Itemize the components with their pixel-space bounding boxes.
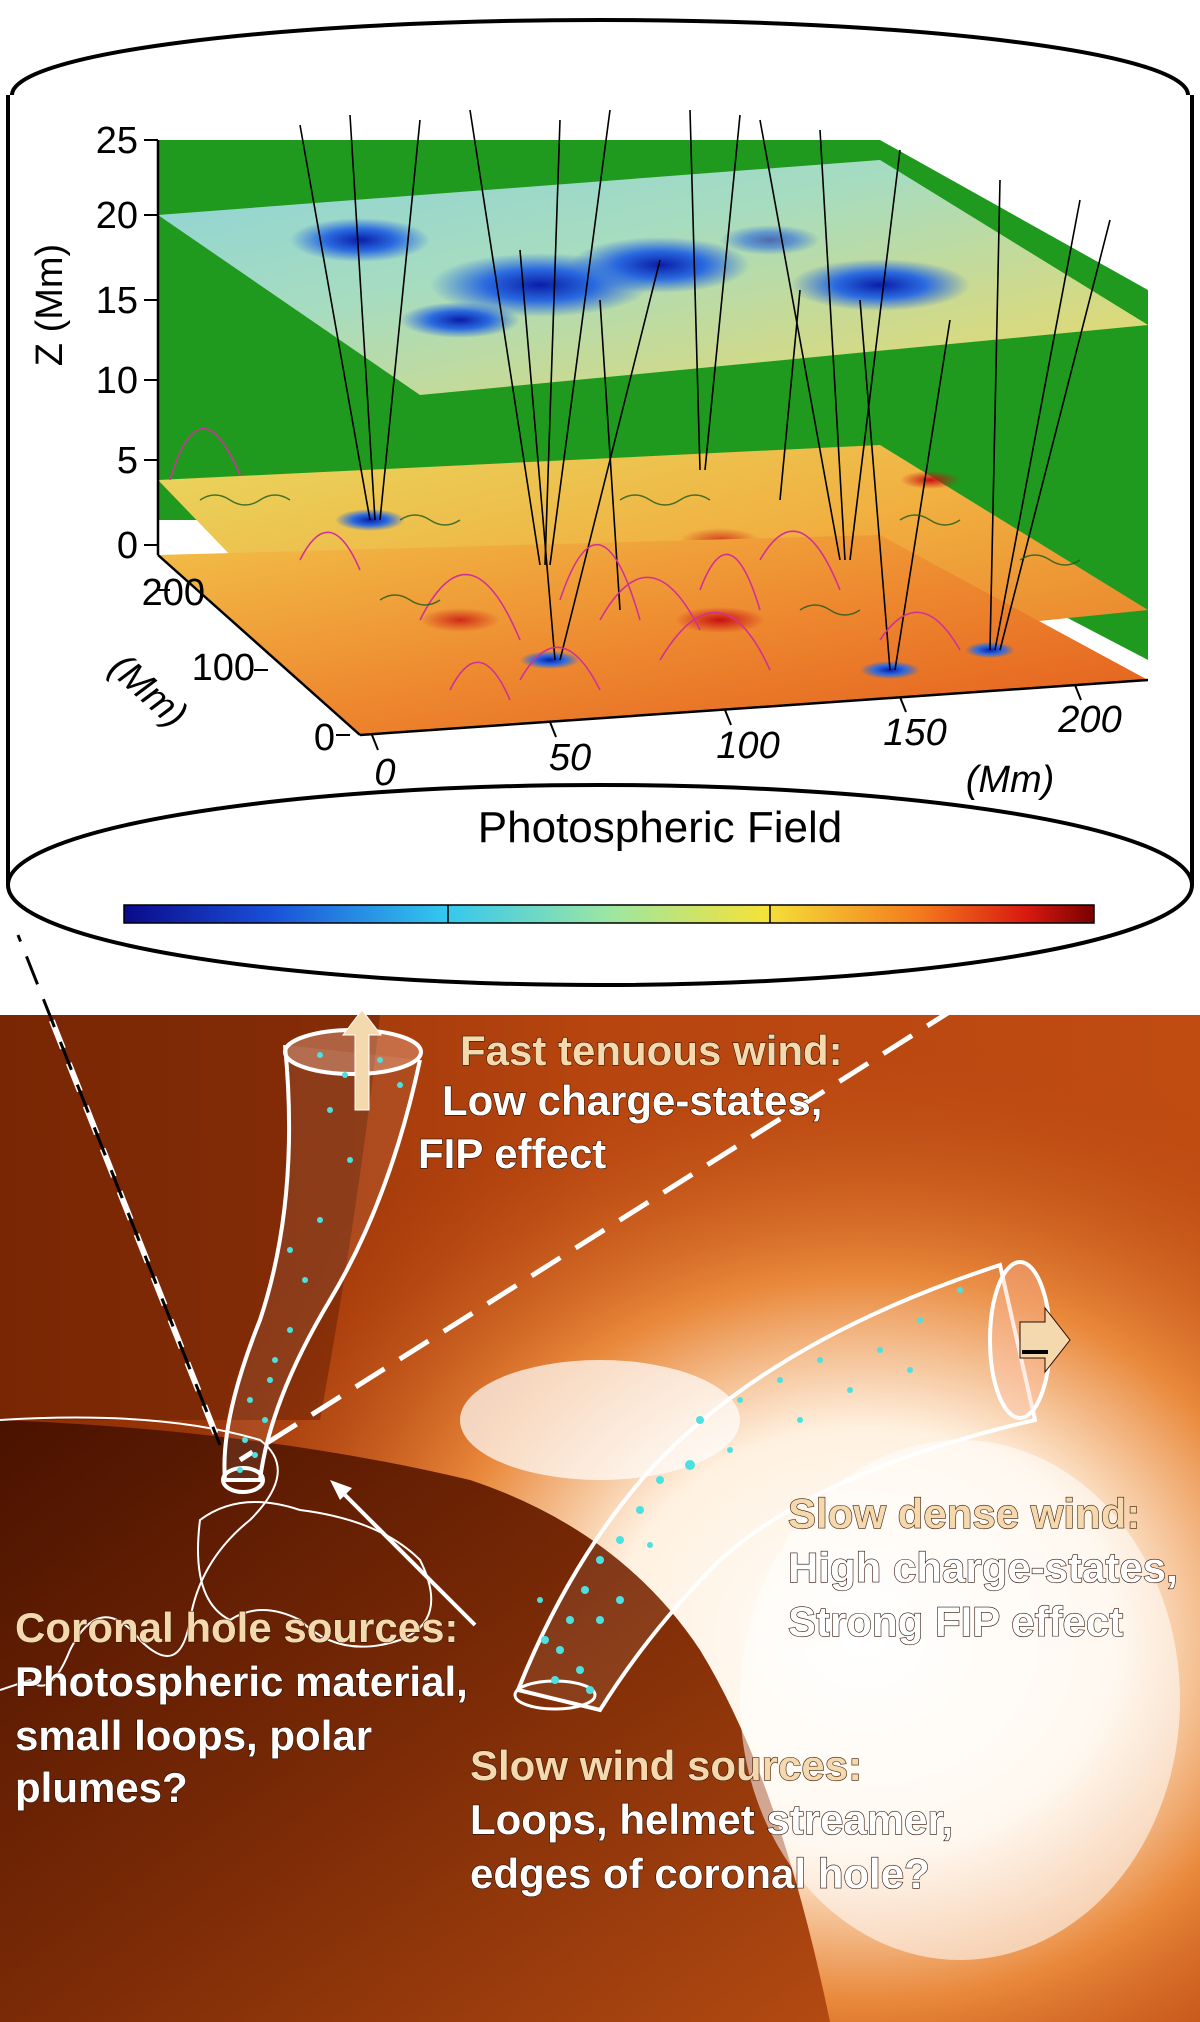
corona-image <box>0 1015 1200 2022</box>
fast-wind-flux-tube <box>221 1009 423 1494</box>
slow-wind-flux-tube <box>513 1260 1071 1713</box>
slow-wind-sources-label: Slow wind sources: Loops, helmet streame… <box>469 1741 953 1897</box>
fast-wind-label: Fast tenuous wind: Low charge-states, FI… <box>417 1026 843 1177</box>
z-tick-15: 15 <box>96 280 138 322</box>
slow-dense-line2: Strong FIP effect <box>788 1598 1123 1645</box>
coronal-hole-header: Coronal hole sources: <box>15 1604 458 1651</box>
coronal-hole-line1: Photospheric material, <box>15 1658 468 1705</box>
slow-sources-header: Slow wind sources: <box>470 1742 862 1789</box>
slow-dense-wind-label: Slow dense wind: High charge-states, Str… <box>787 1489 1178 1645</box>
coronal-hole-label: Coronal hole sources: Photospheric mater… <box>14 1603 468 1811</box>
zoom-connector-lines <box>15 933 1002 1463</box>
z-tick-25: 25 <box>96 120 138 162</box>
coronal-hole-line2: small loops, polar <box>15 1712 372 1759</box>
coronal-source-arrow <box>330 1480 477 1627</box>
z-tick-5: 5 <box>117 440 138 482</box>
fast-wind-line1: Low charge-states, <box>442 1077 822 1124</box>
upper-slice-plane <box>158 160 1148 395</box>
x-axis: 0 50 100 150 200 (Mm) <box>359 678 1149 801</box>
x-tick-200: 200 <box>1057 699 1121 741</box>
x-tick-100: 100 <box>716 725 779 767</box>
contour-lines <box>199 494 1081 616</box>
z-tick-10: 10 <box>96 360 138 402</box>
x-tick-0: 0 <box>374 752 395 794</box>
y-axis-label: (Mm) <box>101 646 195 737</box>
x-tick-150: 150 <box>883 712 946 754</box>
slow-wind-arrow-icon <box>1019 1306 1071 1374</box>
fast-wind-arrow-icon <box>341 1009 383 1111</box>
z-tick-0: 0 <box>117 525 138 567</box>
x-tick-50: 50 <box>549 737 591 779</box>
z-tick-20: 20 <box>96 195 138 237</box>
z-axis-label: Z (Mm) <box>29 244 71 366</box>
z-axis: 25 20 15 10 5 0 Z (Mm) <box>29 120 160 567</box>
y-tick-200: 200 <box>142 572 205 614</box>
fast-wind-line2: FIP effect <box>418 1130 606 1177</box>
coronal-hole-line3: plumes? <box>15 1764 188 1811</box>
slow-dense-line1: High charge-states, <box>788 1544 1178 1591</box>
fast-wind-header: Fast tenuous wind: <box>460 1027 843 1074</box>
y-tick-0: 0 <box>314 717 335 759</box>
photosphere-plane <box>158 535 1148 735</box>
closed-loops <box>169 428 961 701</box>
slow-sources-line2: edges of coronal hole? <box>470 1850 930 1897</box>
slow-dense-header: Slow dense wind: <box>788 1490 1140 1537</box>
x-axis-label: (Mm) <box>966 759 1055 801</box>
cylinder-frame <box>6 18 1194 987</box>
colorbar <box>123 904 1095 924</box>
ion-dots <box>237 1052 963 1694</box>
y-tick-100: 100 <box>192 647 255 689</box>
slow-sources-line1: Loops, helmet streamer, <box>470 1796 953 1843</box>
open-field-lines <box>299 109 1111 671</box>
plot-title: Photospheric Field <box>478 803 842 852</box>
